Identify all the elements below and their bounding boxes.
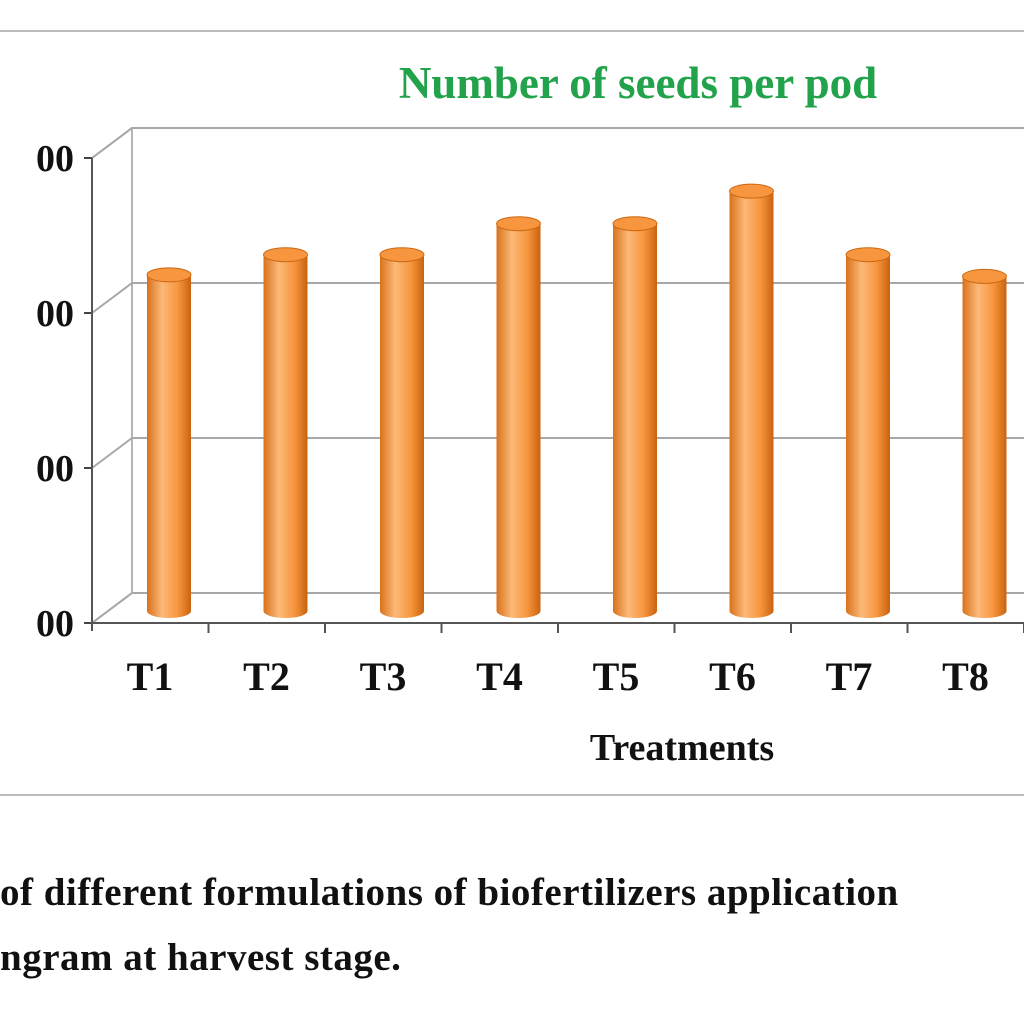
x-tick-label: T6 [709,654,756,699]
y-tick-label: 00 [36,603,74,645]
bar-top [263,247,308,263]
bar-body [380,254,424,618]
y-tick-label: 00 [36,138,74,180]
bar [729,183,774,619]
y-tick-label: 00 [36,293,74,335]
bar-top [496,216,541,232]
bar-top [729,183,774,199]
x-tick-label: T5 [593,654,640,699]
x-tick-label: T8 [942,654,989,699]
bar [612,216,658,618]
bar [962,268,1007,619]
x-tick-label: T1 [127,654,174,699]
chart-title: Number of seeds per pod [399,58,877,108]
bar-body [147,274,191,618]
bars [146,183,1007,619]
caption-line-2: ngram at harvest stage. [0,936,402,979]
bar [845,247,891,618]
bar-top [146,267,192,283]
bar-top [379,247,425,263]
gridline-depth [91,437,133,469]
gridline-depth [91,282,133,314]
x-tick-labels: T1 T2 T3 T4 T5 T6 T7 T8 [127,654,989,699]
bar-top [612,216,658,232]
bar-body [496,223,541,619]
y-tick-label: 00 [36,448,74,490]
x-axis-title: Treatments [590,727,774,769]
caption-line-1: of different formulations of biofertiliz… [0,871,899,914]
bar [263,247,308,619]
x-tick-label: T7 [826,654,873,699]
bar-body [962,276,1007,619]
bar-body [613,223,657,618]
chart-frame-bottom [0,794,1024,796]
bar [379,247,425,618]
x-tick-label: T3 [360,654,407,699]
gridline-depth [91,592,133,624]
bar-body [263,254,308,619]
y-tick-labels: 00 00 00 00 [36,138,74,645]
bar-body [729,191,774,619]
bar [146,267,192,618]
chart-frame-top [0,30,1024,32]
bar-top [962,268,1007,284]
bar-top [845,247,891,263]
x-tick-label: T4 [476,654,523,699]
gridline-depth [91,127,133,159]
bar-body [846,254,890,618]
bar [496,216,541,619]
x-tick-label: T2 [243,654,290,699]
